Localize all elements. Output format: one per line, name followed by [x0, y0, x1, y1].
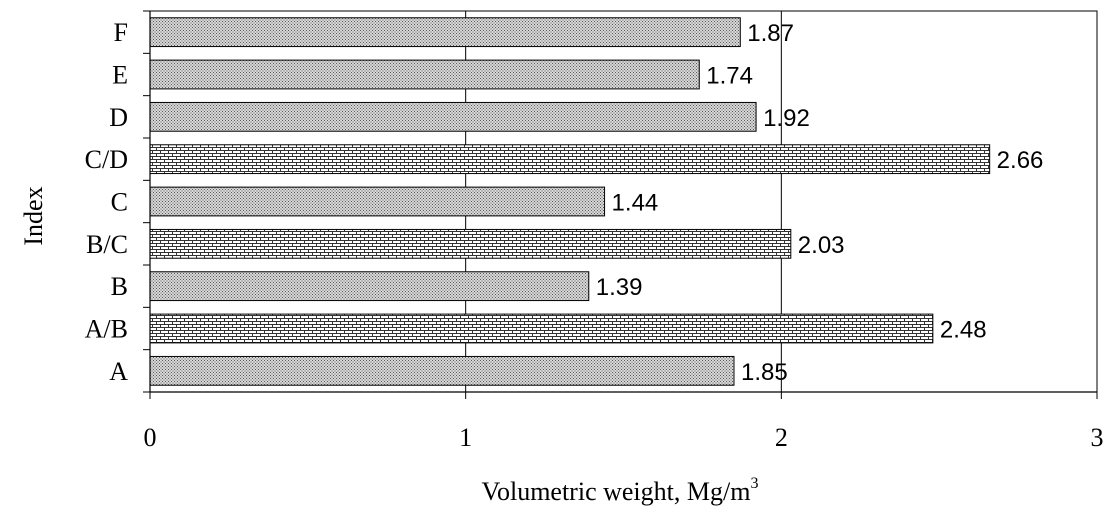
data-labels: 1.85 2.48 1.39 2.03 1.44 2.66 1.92 1.74 1.87: [596, 20, 1044, 386]
data-label-a: 1.85: [741, 359, 788, 386]
x-tick-label-2: 2: [775, 423, 788, 452]
x-tick-label-3: 3: [1091, 423, 1104, 452]
x-axis-title-text: Volumetric weight, Mg/m: [482, 477, 751, 506]
category-labels: A A/B B B/C C C/D DEF: [85, 18, 129, 386]
category-label-f: F: [114, 18, 128, 47]
data-label-c: 1.44: [612, 190, 659, 217]
data-label-d: 1.92: [763, 105, 810, 132]
data-label-f: 1.87: [747, 20, 794, 47]
bar-b-c: [149, 228, 792, 259]
x-axis-title-superscript: 3: [750, 475, 758, 492]
category-label-a: A: [109, 357, 128, 386]
bar-d: [149, 101, 757, 132]
data-label-c-d: 2.66: [997, 147, 1044, 174]
category-label-a-b: A/B: [85, 315, 128, 344]
x-tick-label-1: 1: [459, 423, 472, 452]
category-label-e: E: [112, 61, 128, 90]
bar-c: [149, 186, 606, 217]
data-label-a-b: 2.48: [940, 317, 987, 344]
category-label-b: B: [111, 272, 128, 301]
category-label-c-d: C/D: [85, 145, 128, 174]
bar-c-d: [149, 144, 991, 175]
category-label-c: C: [111, 188, 128, 217]
bar-a-b: [149, 313, 934, 344]
bar-b: [149, 271, 590, 302]
category-label-b-c: B/C: [86, 230, 128, 259]
data-label-e: 1.74: [706, 63, 753, 90]
bar-a: [149, 355, 735, 386]
category-label-d: D: [109, 103, 128, 132]
x-axis-title: Volumetric weight, Mg/m3: [482, 475, 759, 506]
bar-e: [149, 59, 700, 90]
bars: [149, 17, 991, 386]
data-label-b: 1.39: [596, 274, 643, 301]
bar-f: [149, 17, 741, 48]
x-tick-labels: 0 1 2 3: [144, 423, 1104, 452]
x-tick-label-0: 0: [144, 423, 157, 452]
data-label-b-c: 2.03: [798, 232, 845, 259]
axes: [143, 10, 1098, 399]
y-axis-title: Index: [19, 186, 48, 245]
